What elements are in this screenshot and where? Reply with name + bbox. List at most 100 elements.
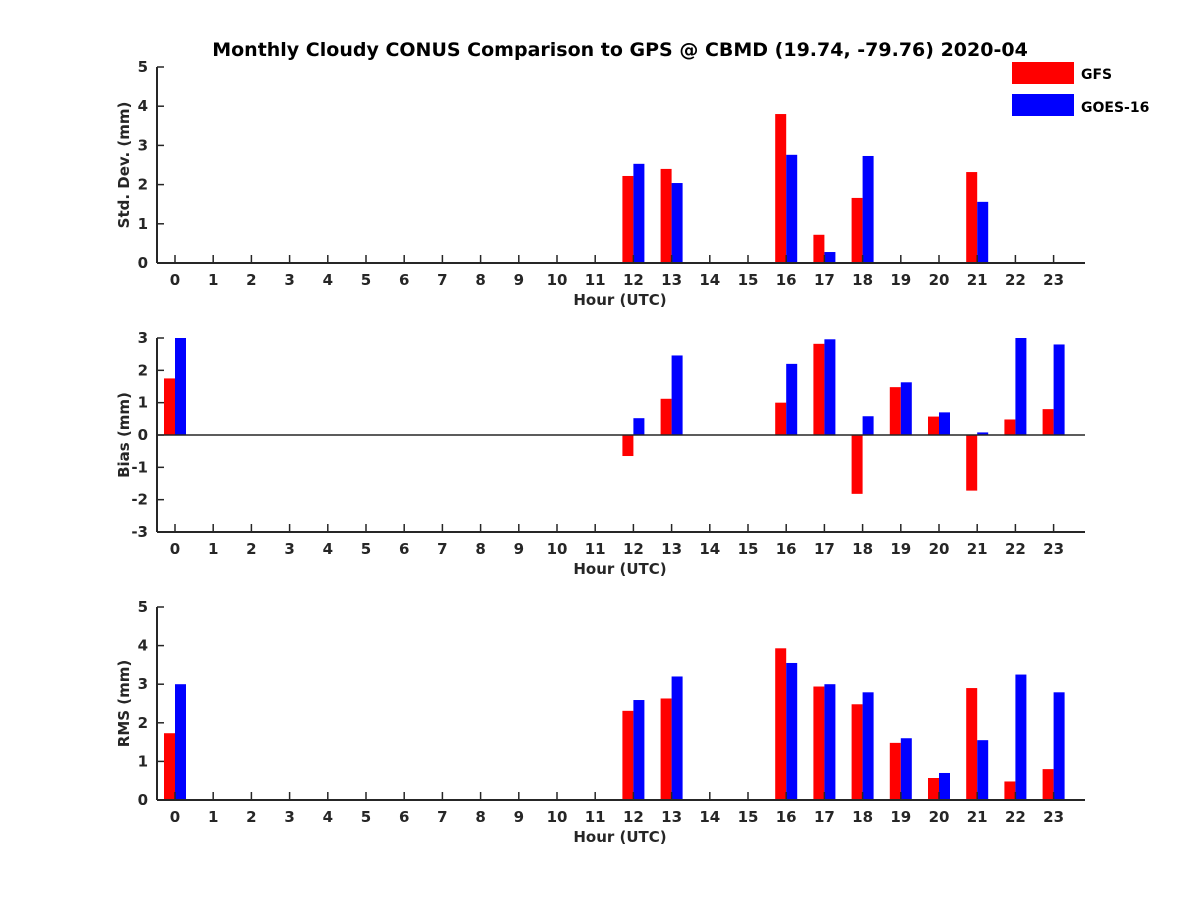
bar-gfs-hour-21 bbox=[966, 172, 978, 263]
y-tick-label: 1 bbox=[138, 752, 148, 770]
bar-gfs-hour-12 bbox=[622, 710, 634, 800]
x-tick-label: 0 bbox=[170, 808, 180, 826]
bar-goes-16-hour-19 bbox=[900, 738, 912, 800]
bar-goes-16-hour-22 bbox=[1015, 338, 1027, 435]
bar-goes-16-hour-16 bbox=[786, 363, 798, 435]
x-tick-label: 13 bbox=[661, 271, 682, 289]
x-tick-label: 14 bbox=[699, 271, 720, 289]
bar-goes-16-hour-18 bbox=[862, 416, 874, 435]
bar-goes-16-hour-20 bbox=[939, 412, 950, 435]
x-tick-label: 15 bbox=[738, 808, 759, 826]
bar-gfs-hour-17 bbox=[813, 343, 825, 435]
legend-swatch-gfs bbox=[1012, 62, 1074, 84]
bar-gfs-hour-20 bbox=[928, 416, 939, 435]
x-tick-label: 18 bbox=[852, 271, 873, 289]
bar-goes-16-hour-20 bbox=[939, 772, 950, 800]
y-tick-label: 1 bbox=[138, 215, 148, 233]
x-tick-label: 20 bbox=[929, 540, 950, 558]
x-tick-label: 4 bbox=[323, 540, 333, 558]
y-tick-label: 5 bbox=[138, 58, 148, 76]
bar-goes-16-hour-16 bbox=[786, 662, 798, 800]
bar-gfs-hour-16 bbox=[775, 648, 787, 800]
x-tick-label: 4 bbox=[323, 808, 333, 826]
x-axis-title: Hour (UTC) bbox=[573, 560, 666, 578]
y-tick-label: 3 bbox=[138, 329, 148, 347]
x-tick-label: 1 bbox=[208, 540, 218, 558]
bar-goes-16-hour-13 bbox=[671, 355, 683, 435]
bar-goes-16-hour-18 bbox=[862, 692, 874, 800]
x-tick-label: 6 bbox=[399, 271, 409, 289]
x-tick-label: 20 bbox=[929, 808, 950, 826]
bar-goes-16-hour-0 bbox=[175, 684, 186, 800]
bar-goes-16-hour-21 bbox=[977, 740, 989, 800]
x-tick-label: 8 bbox=[475, 808, 485, 826]
bar-gfs-hour-16 bbox=[775, 402, 787, 435]
x-tick-label: 11 bbox=[585, 540, 606, 558]
bar-gfs-hour-19 bbox=[889, 387, 901, 435]
bar-gfs-hour-21 bbox=[966, 688, 978, 800]
x-tick-label: 20 bbox=[929, 271, 950, 289]
bar-gfs-hour-12 bbox=[622, 175, 634, 263]
x-tick-label: 2 bbox=[246, 808, 256, 826]
legend-swatch-goes16 bbox=[1012, 94, 1074, 116]
bar-gfs-hour-22 bbox=[1004, 419, 1016, 435]
x-tick-label: 12 bbox=[623, 808, 644, 826]
x-tick-label: 16 bbox=[776, 808, 797, 826]
bar-goes-16-hour-21 bbox=[977, 201, 989, 263]
x-tick-label: 17 bbox=[814, 271, 835, 289]
bar-gfs-hour-22 bbox=[1004, 781, 1016, 800]
x-tick-label: 9 bbox=[514, 271, 524, 289]
x-tick-label: 9 bbox=[514, 808, 524, 826]
bar-gfs-hour-18 bbox=[851, 197, 863, 263]
x-tick-label: 17 bbox=[814, 808, 835, 826]
x-tick-label: 8 bbox=[475, 271, 485, 289]
bar-goes-16-hour-12 bbox=[633, 418, 645, 435]
bar-gfs-hour-13 bbox=[660, 168, 672, 263]
bar-gfs-hour-23 bbox=[1042, 409, 1054, 435]
bar-goes-16-hour-13 bbox=[671, 676, 683, 800]
bar-goes-16-hour-13 bbox=[671, 183, 683, 263]
x-tick-label: 22 bbox=[1005, 271, 1026, 289]
bar-goes-16-hour-17 bbox=[824, 339, 836, 435]
x-tick-label: 5 bbox=[361, 808, 371, 826]
x-tick-label: 12 bbox=[623, 540, 644, 558]
x-tick-label: 7 bbox=[437, 808, 447, 826]
bar-gfs-hour-16 bbox=[775, 114, 787, 263]
x-tick-label: 12 bbox=[623, 271, 644, 289]
y-tick-label: 2 bbox=[138, 714, 148, 732]
x-tick-label: 19 bbox=[890, 808, 911, 826]
y-tick-label: -2 bbox=[131, 491, 148, 509]
x-tick-label: 6 bbox=[399, 540, 409, 558]
y-axis-title: RMS (mm) bbox=[115, 660, 133, 747]
y-tick-label: 0 bbox=[138, 791, 148, 809]
y-tick-label: -3 bbox=[131, 523, 148, 541]
bar-gfs-hour-20 bbox=[928, 777, 939, 800]
bar-gfs-hour-12 bbox=[622, 435, 634, 457]
y-tick-label: 5 bbox=[138, 598, 148, 616]
x-tick-label: 17 bbox=[814, 540, 835, 558]
bar-gfs-hour-18 bbox=[851, 435, 863, 494]
x-tick-label: 6 bbox=[399, 808, 409, 826]
legend: GFS GOES-16 bbox=[1012, 62, 1149, 116]
x-tick-label: 5 bbox=[361, 540, 371, 558]
x-tick-label: 21 bbox=[967, 808, 988, 826]
y-tick-label: -1 bbox=[131, 458, 148, 476]
x-tick-label: 23 bbox=[1043, 808, 1064, 826]
legend-label-goes16: GOES-16 bbox=[1081, 100, 1149, 116]
bar-goes-16-hour-16 bbox=[786, 154, 798, 263]
x-tick-label: 15 bbox=[738, 271, 759, 289]
legend-label-gfs: GFS bbox=[1081, 67, 1112, 83]
bar-goes-16-hour-18 bbox=[862, 155, 874, 263]
x-tick-label: 11 bbox=[585, 271, 606, 289]
x-tick-label: 10 bbox=[547, 808, 568, 826]
x-tick-label: 13 bbox=[661, 808, 682, 826]
y-axis-title: Std. Dev. (mm) bbox=[115, 102, 133, 229]
x-tick-label: 11 bbox=[585, 808, 606, 826]
x-tick-label: 8 bbox=[475, 540, 485, 558]
bar-goes-16-hour-17 bbox=[824, 684, 836, 800]
x-tick-label: 2 bbox=[246, 271, 256, 289]
bar-gfs-hour-13 bbox=[660, 698, 672, 800]
